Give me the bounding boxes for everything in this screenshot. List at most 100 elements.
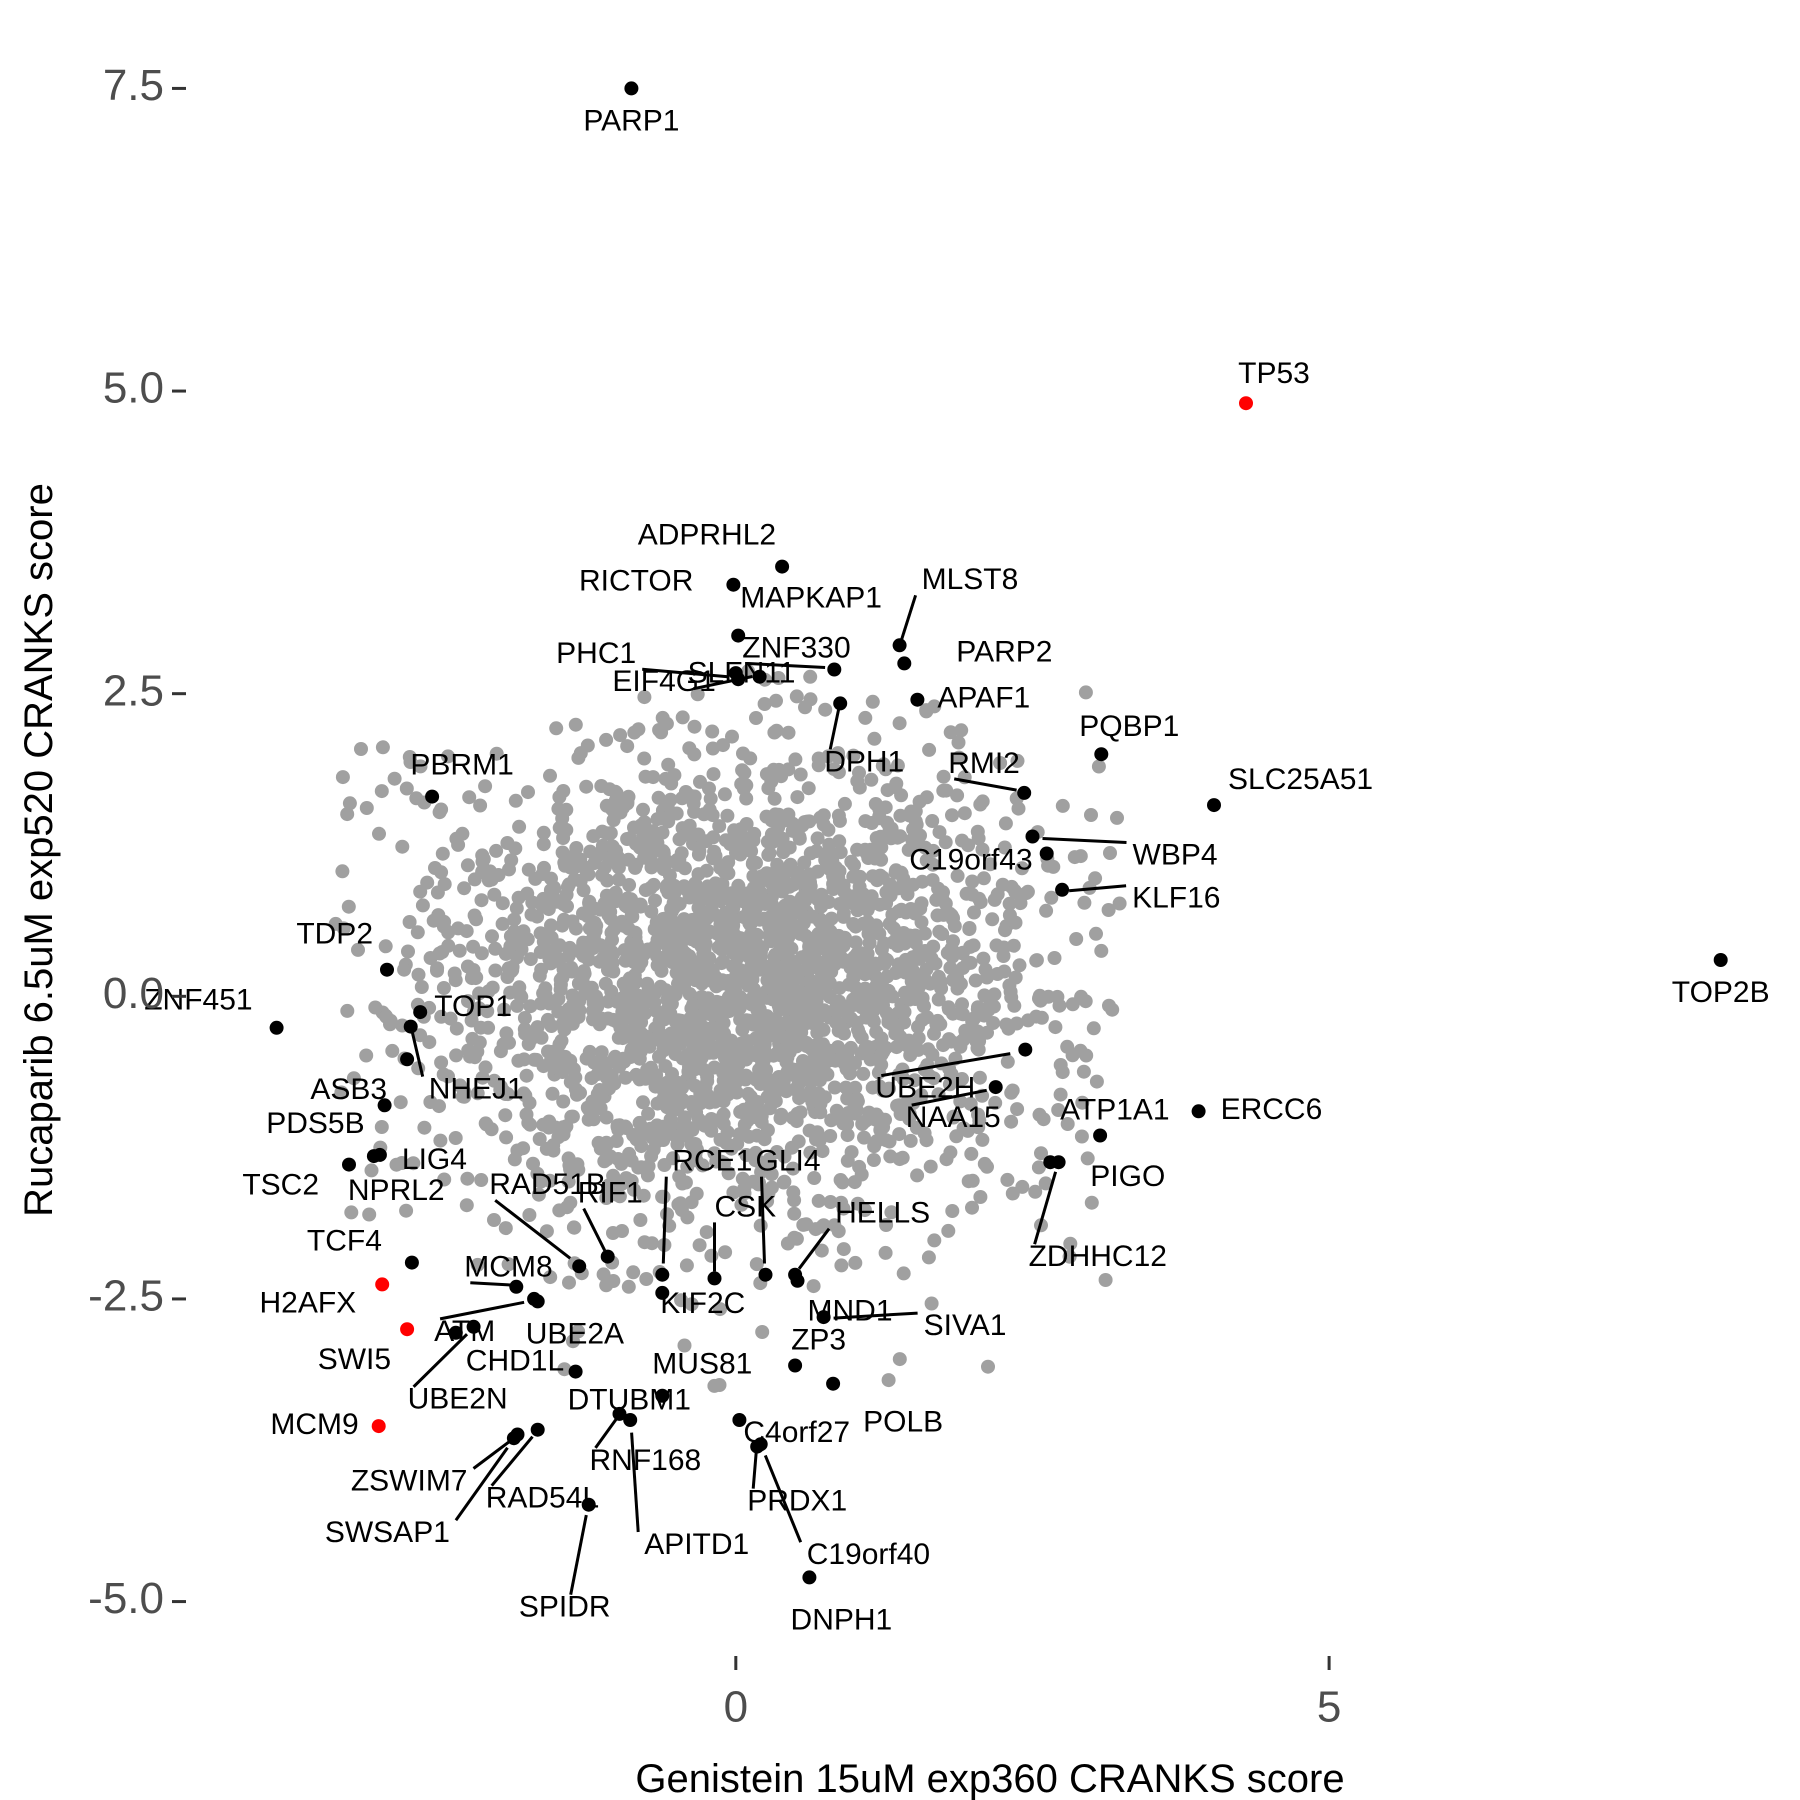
background-gene-point <box>534 1030 549 1045</box>
background-gene-point <box>437 1172 452 1187</box>
background-gene-point <box>802 955 817 970</box>
gene-label-slc25a51: SLC25A51 <box>1228 763 1373 796</box>
background-gene-point <box>499 1130 514 1145</box>
gene-point-nprl2 <box>366 1149 381 1164</box>
background-gene-point <box>536 825 551 840</box>
background-gene-point <box>803 692 818 707</box>
background-gene-point <box>755 1325 770 1339</box>
background-gene-point <box>1091 759 1106 774</box>
background-gene-point <box>909 1120 924 1135</box>
background-gene-point <box>761 1161 776 1176</box>
background-gene-point <box>624 1173 639 1188</box>
background-gene-point <box>892 1152 907 1167</box>
background-gene-point <box>741 1129 756 1144</box>
background-gene-point <box>936 783 951 798</box>
background-gene-point <box>775 831 790 846</box>
background-gene-point <box>375 740 390 755</box>
background-gene-point <box>736 746 750 761</box>
background-gene-point <box>399 1203 414 1218</box>
background-gene-point <box>552 790 567 804</box>
background-gene-point <box>634 818 648 833</box>
background-gene-point <box>449 1048 464 1063</box>
background-gene-point <box>1052 998 1067 1013</box>
background-gene-point <box>383 1017 397 1032</box>
y-axis-title: Rucaparib 6.5uM exp520 CRANKS score <box>17 483 61 1217</box>
background-gene-point <box>516 1141 531 1156</box>
background-gene-point <box>544 918 558 933</box>
background-gene-point <box>714 935 729 950</box>
background-gene-point <box>703 971 717 986</box>
background-gene-point <box>758 897 773 911</box>
background-gene-point <box>914 896 929 911</box>
background-gene-point <box>453 1078 467 1093</box>
background-gene-point <box>475 864 490 878</box>
background-gene-point <box>840 1047 855 1061</box>
background-gene-point <box>749 711 763 725</box>
label-connector-phc1 <box>642 667 729 679</box>
background-gene-point <box>981 1359 995 1374</box>
gene-point-dnph1 <box>802 1570 817 1585</box>
background-gene-point <box>911 1042 926 1057</box>
background-gene-point <box>736 1102 751 1117</box>
gene-point-rmi2 <box>1017 785 1032 800</box>
background-gene-point <box>646 824 660 839</box>
background-gene-point <box>749 1072 764 1087</box>
background-gene-point <box>784 941 799 956</box>
background-gene-point <box>961 1174 976 1189</box>
gene-label-nhej1: NHEJ1 <box>429 1073 524 1106</box>
background-gene-point <box>858 814 873 829</box>
background-gene-point <box>787 1230 802 1245</box>
background-gene-point <box>455 826 470 841</box>
background-gene-point <box>621 852 636 867</box>
background-gene-point <box>858 842 873 857</box>
background-gene-point <box>434 1055 449 1070</box>
background-gene-point <box>1074 1129 1089 1144</box>
background-gene-point <box>489 843 504 858</box>
background-gene-point <box>872 809 887 824</box>
background-gene-point <box>655 844 670 858</box>
background-gene-point <box>863 1052 878 1067</box>
background-gene-point <box>1034 1146 1048 1161</box>
background-gene-point <box>836 1242 851 1257</box>
background-gene-point <box>776 845 791 860</box>
background-gene-point <box>693 959 708 974</box>
background-gene-point <box>786 1161 800 1176</box>
background-gene-point <box>655 710 670 725</box>
background-gene-point <box>788 1082 803 1097</box>
background-gene-point <box>1029 1009 1044 1024</box>
background-gene-point <box>965 1200 979 1215</box>
background-gene-point <box>1075 1095 1090 1110</box>
label-connector-rnf168 <box>594 1417 618 1449</box>
background-gene-point <box>787 1193 802 1208</box>
background-gene-point <box>719 924 733 939</box>
background-gene-point <box>818 702 833 717</box>
background-gene-point <box>670 1137 685 1152</box>
background-gene-point <box>911 1031 926 1046</box>
background-gene-point <box>594 779 609 793</box>
background-gene-point <box>551 1062 566 1077</box>
background-gene-point <box>735 763 750 778</box>
gene-label-siva1: SIVA1 <box>924 1309 1007 1342</box>
background-gene-point <box>737 1117 752 1132</box>
background-gene-point <box>449 1021 464 1036</box>
background-gene-point <box>840 1128 855 1143</box>
background-gene-point <box>860 946 875 961</box>
background-gene-point <box>716 1094 731 1109</box>
background-gene-point <box>978 962 993 977</box>
background-gene-point <box>590 1095 605 1110</box>
background-gene-point <box>531 1187 546 1202</box>
background-gene-point <box>1047 951 1062 965</box>
background-gene-point <box>517 1011 532 1025</box>
axes: 7.5 5.0 2.5 0.0 -2.5 -5.0 0 5 <box>88 61 1341 1732</box>
background-gene-point <box>1086 1021 1101 1036</box>
background-gene-point <box>706 830 721 845</box>
background-gene-point <box>498 946 513 961</box>
background-gene-point <box>886 921 901 936</box>
gene-label-mus81: MUS81 <box>652 1348 752 1381</box>
background-gene-point <box>557 1362 572 1377</box>
background-gene-point <box>605 932 619 947</box>
background-gene-point <box>843 1011 858 1026</box>
background-gene-point <box>590 999 605 1014</box>
background-gene-point <box>646 877 661 892</box>
background-gene-point <box>498 1221 513 1236</box>
